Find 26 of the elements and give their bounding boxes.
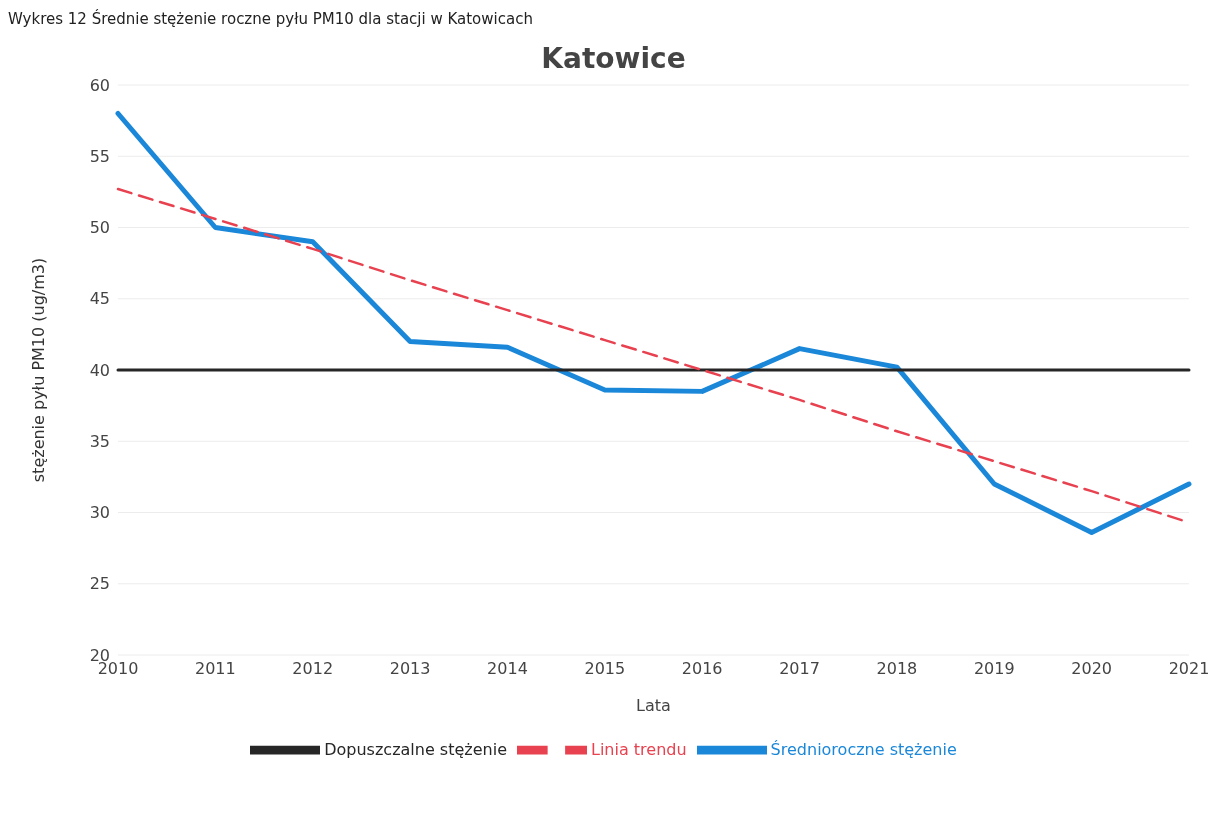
x-tick-label: 2016 — [681, 659, 723, 679]
y-tick-label: 25 — [89, 574, 110, 594]
y-axis-title: stężenie pyłu PM10 (ug/m3) — [28, 257, 48, 483]
y-tick-label: 40 — [89, 360, 110, 380]
legend-label: Linia trendu — [590, 739, 687, 759]
y-tick-label: 55 — [89, 146, 110, 166]
y-tick-label: 45 — [89, 289, 110, 309]
x-tick-label: 2015 — [584, 659, 626, 679]
legend-label: Średnioroczne stężenie — [770, 739, 957, 759]
x-tick-label: 2011 — [195, 659, 236, 679]
x-tick-label: 2018 — [876, 659, 918, 679]
y-tick-label: 50 — [89, 218, 110, 238]
x-tick-label: 2019 — [973, 659, 1015, 679]
x-axis-title: Lata — [636, 696, 671, 715]
legend-label: Dopuszczalne stężenie — [324, 739, 507, 759]
x-tick-label: 2020 — [1071, 659, 1112, 679]
y-tick-label: 30 — [89, 503, 110, 523]
y-tick-label: 35 — [89, 431, 110, 451]
x-tick-label: 2021 — [1168, 659, 1210, 679]
y-tick-label: 60 — [89, 75, 110, 95]
x-tick-label: 2012 — [292, 659, 334, 679]
x-tick-label: 2017 — [779, 659, 820, 679]
chart-title: Katowice — [540, 42, 687, 75]
x-tick-label: 2013 — [389, 659, 431, 679]
x-tick-label: 2014 — [487, 659, 528, 679]
text: Wykres 12 Średnie stężenie roczne pyłu PM10 dla stacji w Katowicach — [8, 8, 534, 28]
